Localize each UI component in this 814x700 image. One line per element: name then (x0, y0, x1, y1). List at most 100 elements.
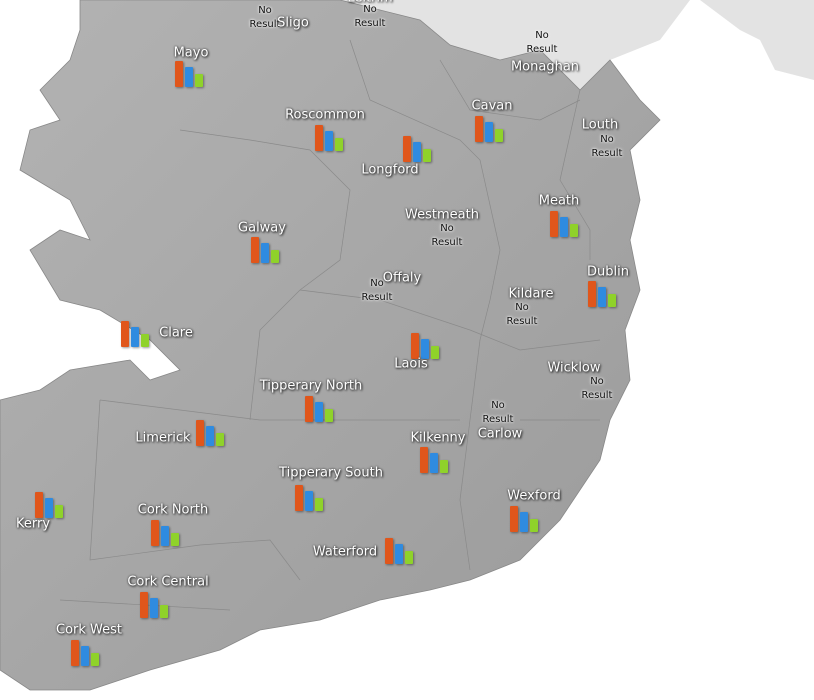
icon-bar (195, 74, 203, 87)
icon-bar (608, 294, 616, 307)
results-chart-icon[interactable] (251, 235, 281, 263)
icon-bar (315, 498, 323, 511)
icon-bar (550, 211, 558, 237)
constituency-name: Roscommon (285, 107, 365, 123)
icon-bar (405, 551, 413, 564)
icon-bar (196, 420, 204, 446)
results-chart-icon[interactable] (315, 123, 345, 151)
icon-bar (216, 433, 224, 446)
icon-bar (160, 605, 168, 618)
constituency-name: Dublin (587, 264, 629, 280)
icon-bar (305, 396, 313, 422)
results-chart-icon[interactable] (588, 279, 618, 307)
no-result-label: No Result (591, 134, 623, 159)
icon-bar (560, 217, 568, 237)
icon-bar (588, 281, 596, 307)
icon-bar (485, 122, 493, 142)
no-result-label: No Result (581, 376, 613, 401)
constituency-name: Clare (159, 325, 193, 341)
icon-bar (335, 138, 343, 151)
icon-bar (175, 61, 183, 87)
constituency-name: Cork Central (127, 574, 209, 590)
results-chart-icon[interactable] (510, 504, 540, 532)
icon-bar (325, 409, 333, 422)
icon-bar (45, 498, 53, 518)
constituency-name: Meath (538, 193, 580, 209)
icon-bar (510, 506, 518, 532)
results-chart-icon[interactable] (140, 590, 170, 618)
constituency-name: Tipperary North (259, 378, 363, 394)
results-chart-icon[interactable] (175, 59, 205, 87)
no-result-label: No Result (431, 223, 463, 248)
constituency-name: Tipperary South (279, 465, 383, 481)
icon-bar (403, 136, 411, 162)
icon-bar (315, 125, 323, 151)
icon-bar (530, 519, 538, 532)
results-chart-icon[interactable] (385, 536, 415, 564)
icon-bar (171, 533, 179, 546)
results-chart-icon[interactable] (71, 638, 101, 666)
icon-bar (570, 224, 578, 237)
icon-bar (325, 131, 333, 151)
icon-bar (420, 447, 428, 473)
constituency-name: Carlow (477, 426, 523, 442)
icon-bar (206, 426, 214, 446)
constituency-name: Kerry (15, 516, 51, 532)
results-chart-icon[interactable] (35, 490, 65, 518)
icon-bar (411, 333, 419, 359)
icon-bar (121, 321, 129, 347)
britain (700, 0, 814, 80)
constituency-name: Louth (581, 117, 619, 133)
results-chart-icon[interactable] (411, 331, 441, 359)
no-result-label: No Result (506, 302, 538, 327)
icon-bar (91, 653, 99, 666)
icon-bar (395, 544, 403, 564)
results-chart-icon[interactable] (550, 209, 580, 237)
constituency-name: Cork North (137, 502, 209, 518)
icon-bar (71, 640, 79, 666)
icon-bar (598, 287, 606, 307)
icon-bar (495, 129, 503, 142)
icon-bar (131, 327, 139, 347)
constituency-name: Mayo (173, 45, 209, 61)
icon-bar (271, 250, 279, 263)
constituency-name: Westmeath (405, 207, 479, 223)
icon-bar (141, 334, 149, 347)
icon-bar (430, 453, 438, 473)
results-chart-icon[interactable] (420, 445, 450, 473)
constituency-name: Kilkenny (410, 430, 466, 446)
constituency-name: Waterford (312, 544, 378, 560)
results-chart-icon[interactable] (475, 114, 505, 142)
no-result-label: No Result (354, 4, 386, 29)
constituency-name: Kildare (508, 286, 554, 302)
no-result-label: No Result (361, 278, 393, 303)
results-chart-icon[interactable] (295, 483, 325, 511)
icon-bar (150, 598, 158, 618)
constituency-name: Sligo (277, 15, 309, 31)
icon-bar (423, 149, 431, 162)
icon-bar (251, 237, 259, 263)
no-result-label: No Result (526, 30, 558, 55)
constituency-name: Laois (394, 356, 428, 372)
icon-bar (151, 520, 159, 546)
icon-bar (440, 460, 448, 473)
icon-bar (81, 646, 89, 666)
constituency-name: Wexford (507, 488, 561, 504)
results-chart-icon[interactable] (151, 518, 181, 546)
icon-bar (140, 592, 148, 618)
icon-bar (55, 505, 63, 518)
icon-bar (305, 491, 313, 511)
republic-of-ireland (0, 0, 661, 691)
results-chart-icon[interactable] (403, 134, 433, 162)
results-chart-icon[interactable] (196, 418, 226, 446)
results-chart-icon[interactable] (305, 394, 335, 422)
icon-bar (475, 116, 483, 142)
results-chart-icon[interactable] (121, 319, 151, 347)
no-result-label: No Result (249, 5, 281, 30)
icon-bar (161, 526, 169, 546)
constituency-name: Monaghan (510, 59, 580, 75)
icon-bar (385, 538, 393, 564)
icon-bar (421, 339, 429, 359)
constituency-name: Longford (361, 162, 419, 178)
